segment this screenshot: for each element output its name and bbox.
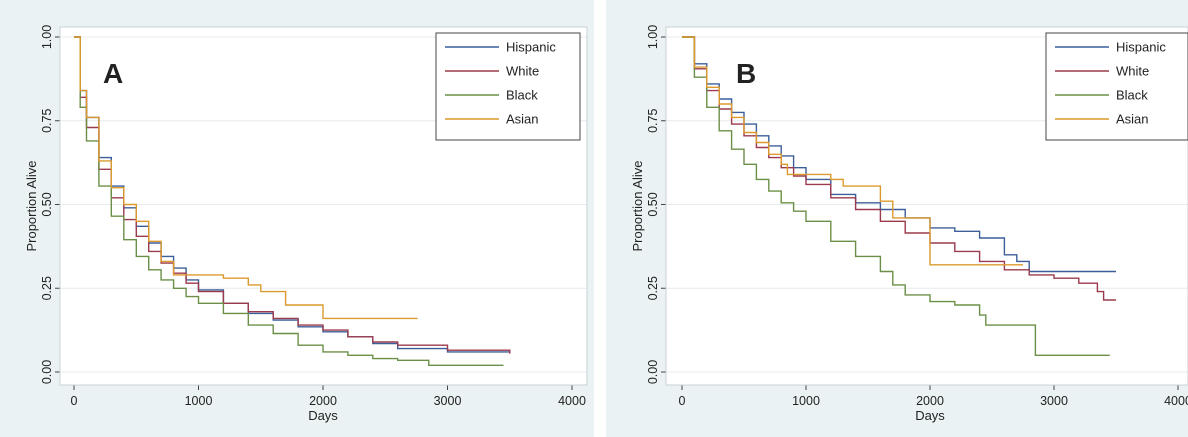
panel-letter: A xyxy=(103,58,123,89)
x-axis-title: Days xyxy=(915,408,945,423)
x-tick-label: 2000 xyxy=(309,394,337,408)
y-tick-label: 1.00 xyxy=(40,25,54,49)
y-tick-label: 0.50 xyxy=(40,192,54,216)
legend-label: White xyxy=(506,64,539,79)
series-line-asian xyxy=(74,36,418,320)
legend-label: White xyxy=(1116,64,1149,79)
y-tick-label: 0.00 xyxy=(40,360,54,384)
x-tick-label: 4000 xyxy=(558,394,586,408)
legend-label: Asian xyxy=(506,112,539,127)
x-tick-label: 4000 xyxy=(1164,394,1188,408)
legend: Hispanic White Black Asian xyxy=(435,32,581,141)
chart-panel-b: 0.00 0.25 0.50 0.75 1.00 0 1000 2000 3000 4000 Day… xyxy=(606,0,1188,437)
y-tick-label: 0.25 xyxy=(646,276,660,300)
y-tick-label: 0.00 xyxy=(646,360,660,384)
plot-frame xyxy=(665,26,1188,386)
legend-label: Asian xyxy=(1116,112,1149,127)
series-line-black xyxy=(682,36,1110,356)
legend-label: Black xyxy=(506,88,538,103)
x-tick-label: 1000 xyxy=(185,394,213,408)
legend-label: Hispanic xyxy=(1116,40,1166,55)
chart-a-svg: 0.00 0.25 0.50 0.75 1.00 0 1000 2000 3000 4000 Day… xyxy=(24,25,588,423)
legend-label: Black xyxy=(1116,88,1148,103)
x-tick-label: 3000 xyxy=(1040,394,1068,408)
x-tick-label: 1000 xyxy=(792,394,820,408)
y-axis-title: Proportion Alive xyxy=(630,160,645,251)
y-axis-title: Proportion Alive xyxy=(24,160,39,251)
x-tick-label: 0 xyxy=(679,394,686,408)
y-tick-label: 0.75 xyxy=(646,109,660,133)
y-tick-label: 1.00 xyxy=(646,25,660,49)
series-line-white xyxy=(682,36,1116,301)
y-tick-label: 0.25 xyxy=(40,276,54,300)
series-line-black xyxy=(74,36,504,366)
legend: Hispanic White Black Asian xyxy=(1045,32,1188,141)
y-tick-label: 0.50 xyxy=(646,192,660,216)
x-tick-label: 0 xyxy=(71,394,78,408)
legend-box xyxy=(1045,32,1188,141)
legend-box xyxy=(435,32,581,141)
plot-frame xyxy=(59,26,588,386)
x-axis-title: Days xyxy=(308,408,338,423)
panel-letter: B xyxy=(736,58,756,89)
x-tick-label: 2000 xyxy=(916,394,944,408)
x-tick-label: 3000 xyxy=(434,394,462,408)
chart-b-svg: 0.00 0.25 0.50 0.75 1.00 0 1000 2000 3000 4000 Day… xyxy=(630,25,1188,423)
legend-label: Hispanic xyxy=(506,40,556,55)
series-line-hispanic xyxy=(682,36,1116,273)
series-line-asian xyxy=(682,36,1023,266)
y-tick-label: 0.75 xyxy=(40,109,54,133)
chart-panel-a: 0.00 0.25 0.50 0.75 1.00 0 1000 2000 3000 4000 Day… xyxy=(0,0,594,437)
